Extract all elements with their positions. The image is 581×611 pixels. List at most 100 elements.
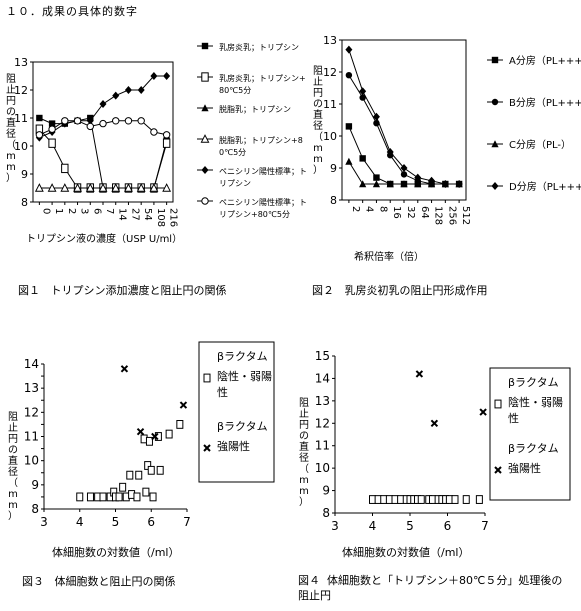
legend-marker — [494, 466, 502, 474]
data-point — [400, 180, 408, 188]
svg-text:の: の — [313, 99, 323, 110]
y-tick-label: 9 — [330, 162, 337, 175]
legend-label: 脱脂乳；トリプシン — [219, 104, 291, 114]
legend-label: D分房（PL+++） — [509, 180, 581, 193]
svg-text:m: m — [313, 143, 323, 154]
data-point — [391, 495, 399, 504]
data-point — [400, 171, 408, 178]
data-point — [397, 495, 405, 504]
y-tick-label: 10 — [315, 461, 330, 475]
legend-label: 強陽性 — [217, 439, 250, 453]
y-tick-label: 13 — [323, 34, 337, 47]
legend-label: 陰性・弱陽性 — [508, 395, 563, 425]
page-heading: １０．成果の具体的数字 — [6, 5, 138, 18]
data-point — [150, 128, 158, 136]
y-tick-label: 10 — [323, 130, 337, 143]
x-axis-label: 体細胞数の対数値（/ml） — [342, 545, 469, 559]
x-tick-label: 64 — [419, 206, 430, 219]
data-point — [61, 117, 69, 125]
svg-text:径: 径 — [8, 465, 18, 478]
series-3 — [34, 183, 172, 192]
x-tick-label: 3 — [331, 519, 339, 533]
figure-2: 8 9 10 11 12 13 2 4 8 16 32 64 128 256 512 阻止円の直径（m m）希釈… — [290, 20, 581, 280]
data-point — [414, 180, 422, 188]
figure-3: 8 9 10 11 12 13 14 3 4 5 6 7 阻止円の直径（m m）体細胞数の対数値（/ml）… — [0, 332, 290, 572]
y-tick-label: 15 — [315, 349, 330, 363]
data-point — [137, 86, 145, 94]
data-point — [345, 45, 353, 54]
svg-text:）: ） — [6, 172, 16, 184]
legend-marker — [491, 182, 499, 190]
data-point — [99, 119, 107, 128]
data-point — [86, 116, 94, 125]
data-point — [85, 183, 95, 192]
svg-text:（: （ — [6, 139, 16, 151]
series-4 — [35, 72, 171, 142]
svg-text:円: 円 — [6, 96, 16, 107]
data-point — [137, 117, 145, 125]
x-tick-label: 4 — [364, 206, 375, 212]
x-tick-label: 8 — [377, 206, 388, 212]
data-point — [48, 120, 56, 127]
data-point — [417, 495, 425, 504]
data-point — [359, 155, 366, 162]
x-tick-label: 2 — [66, 208, 77, 214]
x-tick-label: 4 — [369, 519, 377, 533]
data-point — [156, 465, 164, 475]
legend-marker — [201, 72, 209, 82]
legend-label: 陰性・弱陽性 — [217, 369, 272, 399]
legend-box — [489, 367, 571, 501]
legend-title: βラクタム — [508, 376, 559, 389]
series-line — [348, 49, 460, 185]
data-point — [345, 72, 353, 79]
y-tick-label: 8 — [322, 506, 330, 520]
svg-text:の: の — [6, 107, 16, 118]
x-tick-label: 512 — [460, 206, 471, 225]
data-point — [34, 183, 44, 192]
series-1 — [415, 370, 487, 427]
data-point — [136, 183, 146, 192]
data-point — [60, 183, 70, 192]
series-line — [39, 117, 168, 189]
series-0 — [76, 420, 184, 502]
svg-text:）: ） — [313, 164, 323, 176]
x-tick-label: 128 — [433, 206, 444, 225]
svg-text:m: m — [8, 500, 18, 511]
data-point — [98, 183, 108, 192]
data-point — [147, 465, 155, 475]
data-point — [35, 131, 44, 139]
data-point — [400, 164, 408, 172]
legend-marker — [203, 444, 211, 452]
legend-marker — [491, 98, 499, 106]
y-tick-label: 13 — [315, 394, 330, 408]
figure-4: 8 9 10 11 12 13 14 15 3 4 5 6 7 阻止円の直径（m m）体細胞数の対数値（/m… — [290, 332, 580, 572]
legend-marker — [203, 373, 211, 383]
x-tick-label: 32 — [405, 206, 416, 219]
legend-item: B分房（PL+++） — [487, 96, 581, 109]
data-point — [136, 427, 145, 436]
series-0 — [369, 495, 483, 504]
data-point — [73, 117, 82, 125]
data-point — [151, 432, 159, 441]
data-point — [76, 492, 84, 502]
legend-label: 乳房炎乳；トリプシン — [219, 42, 299, 52]
svg-text:阻: 阻 — [8, 411, 18, 423]
data-point — [48, 138, 56, 148]
y-tick-label: 11 — [315, 439, 330, 453]
svg-text:止: 止 — [8, 422, 18, 434]
svg-text:止: 止 — [313, 76, 323, 88]
legend-marker — [201, 166, 209, 174]
x-tick-label: 7 — [183, 515, 191, 529]
data-point — [176, 420, 184, 429]
y-tick-label: 9 — [21, 168, 28, 181]
data-point — [475, 495, 483, 504]
data-point — [359, 87, 367, 96]
data-point — [430, 419, 439, 427]
figure-4-caption: 図４ 体細胞数と「トリプシン＋80℃５分」処理後の阻止円 — [298, 574, 563, 602]
series-1 — [120, 365, 188, 441]
data-point — [385, 495, 393, 504]
